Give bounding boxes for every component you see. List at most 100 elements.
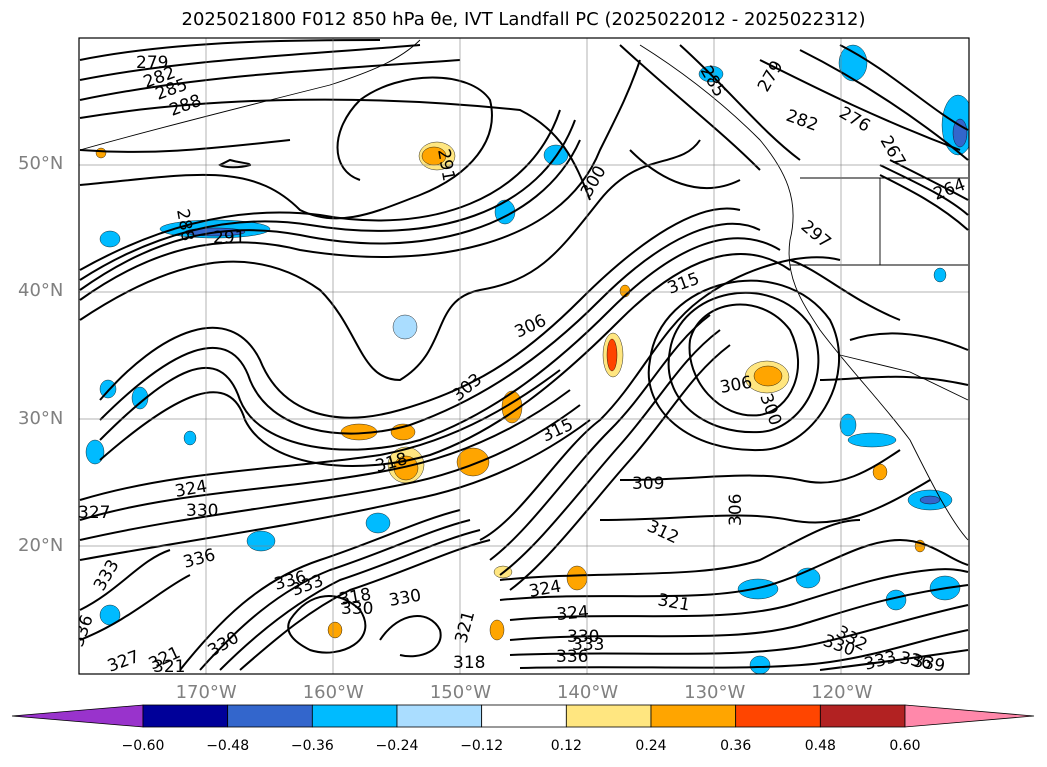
- contour-line: [79, 98, 591, 201]
- map-gridlines: [79, 38, 969, 674]
- contour-line: [509, 568, 969, 621]
- contour-line: [647, 279, 841, 452]
- shade-orange-region: [566, 565, 588, 591]
- shade-blue-region: [838, 44, 868, 82]
- contour-line: [799, 49, 969, 161]
- map-frame: [78, 37, 970, 675]
- contour-label: 309: [632, 474, 664, 494]
- colorbar-segment: [142, 704, 229, 728]
- contour-line: [879, 174, 969, 231]
- longitude-label: 170°W: [175, 682, 237, 703]
- border-us-mexico: [839, 354, 969, 401]
- contour-line: [79, 139, 701, 382]
- contour-line: [849, 332, 969, 351]
- contour-line: [499, 538, 969, 601]
- contour-line: [509, 584, 969, 641]
- colorbar-tick-label: −0.24: [375, 738, 419, 754]
- colorbar-tick-label: 0.60: [889, 738, 921, 754]
- contour-line: [629, 149, 741, 189]
- contour-line: [199, 519, 471, 671]
- contour-label: 291: [213, 228, 245, 248]
- contour-line: [619, 44, 761, 171]
- contour-line: [759, 59, 961, 151]
- colorbar-tick-label: −0.36: [290, 738, 334, 754]
- colorbar: [11, 704, 1035, 728]
- contour-line: [489, 314, 711, 561]
- contour-label: 321: [153, 657, 185, 677]
- latitude-label: 30°N: [18, 407, 64, 429]
- contour-line: [219, 529, 481, 671]
- longitude-label: 160°W: [302, 682, 364, 703]
- contour-line: [79, 139, 581, 291]
- colorbar-segment: [650, 704, 737, 728]
- shade-orange-region: [489, 619, 505, 641]
- contour-line: [879, 164, 969, 216]
- contour-line: [79, 119, 576, 281]
- shade-orange-region: [95, 147, 107, 159]
- shade-blue-region: [919, 495, 941, 505]
- colorbar-segment: [396, 704, 483, 728]
- contour-line: [619, 449, 901, 484]
- colorbar-tick-label: 0.12: [550, 738, 582, 754]
- contour-label: 324: [556, 602, 590, 625]
- shade-blue-region: [99, 230, 121, 248]
- colorbar-tick-label: −0.48: [206, 738, 250, 754]
- shade-blue-region: [365, 512, 391, 534]
- contour-label: 279: [136, 53, 168, 73]
- contour-line: [79, 139, 291, 153]
- colorbar-extend-max: [904, 704, 1035, 728]
- contour-line: [79, 39, 381, 61]
- contour-line: [819, 649, 969, 671]
- contour-label: 330: [341, 599, 373, 619]
- contour-line: [79, 549, 171, 611]
- shade-orange-region: [327, 621, 343, 639]
- shade-blue-region: [952, 118, 968, 148]
- colorbar-segment: [481, 704, 567, 728]
- latitude-label: 50°N: [18, 153, 64, 175]
- contour-label: 330: [186, 501, 218, 521]
- colorbar-segment: [735, 704, 821, 728]
- colorbar-extend-min: [11, 704, 144, 728]
- contour-line: [379, 615, 442, 658]
- shade-blue-region: [847, 432, 897, 448]
- contour-line: [239, 539, 491, 671]
- contour-line: [79, 389, 571, 521]
- colorbar-tick-label: 0.48: [804, 738, 836, 754]
- colorbar-segment: [227, 704, 313, 728]
- contour-line: [99, 237, 781, 451]
- shade-orange-region: [753, 365, 783, 387]
- colorbar-segment: [819, 704, 906, 728]
- longitude-label: 130°W: [684, 682, 746, 703]
- contour-label: 330: [567, 627, 599, 647]
- shade-orange-region: [872, 463, 888, 481]
- contour-line: [479, 256, 841, 541]
- contour-line: [79, 369, 561, 501]
- contour-line: [688, 303, 800, 417]
- contour-line: [889, 159, 969, 201]
- contour-line: [599, 479, 931, 524]
- contour-line: [79, 59, 641, 301]
- shade-orange-region: [456, 447, 490, 477]
- colorbar-segment: [311, 704, 398, 728]
- shade-blue-region: [749, 655, 771, 674]
- longitude-label: 150°W: [429, 682, 491, 703]
- contour-line: [509, 604, 969, 656]
- contour-line: [839, 44, 969, 131]
- contour-line: [789, 259, 901, 321]
- contour-label: 327: [78, 503, 110, 523]
- coastline-alaska: [79, 39, 421, 151]
- coastlines: [79, 39, 969, 541]
- contour-line: [79, 404, 581, 541]
- contour-line: [79, 574, 191, 641]
- coastline-north-america: [639, 44, 969, 541]
- shade-blue-region: [839, 413, 857, 437]
- colorbar-tick-label: 0.36: [720, 738, 752, 754]
- shade-orange-region: [606, 338, 618, 372]
- latitude-label: 40°N: [18, 280, 64, 302]
- contour-line: [99, 207, 741, 419]
- shade-blue-region: [183, 430, 197, 446]
- contour-line: [79, 44, 421, 81]
- contour-line: [667, 291, 820, 434]
- theta-e-contours: [79, 39, 969, 671]
